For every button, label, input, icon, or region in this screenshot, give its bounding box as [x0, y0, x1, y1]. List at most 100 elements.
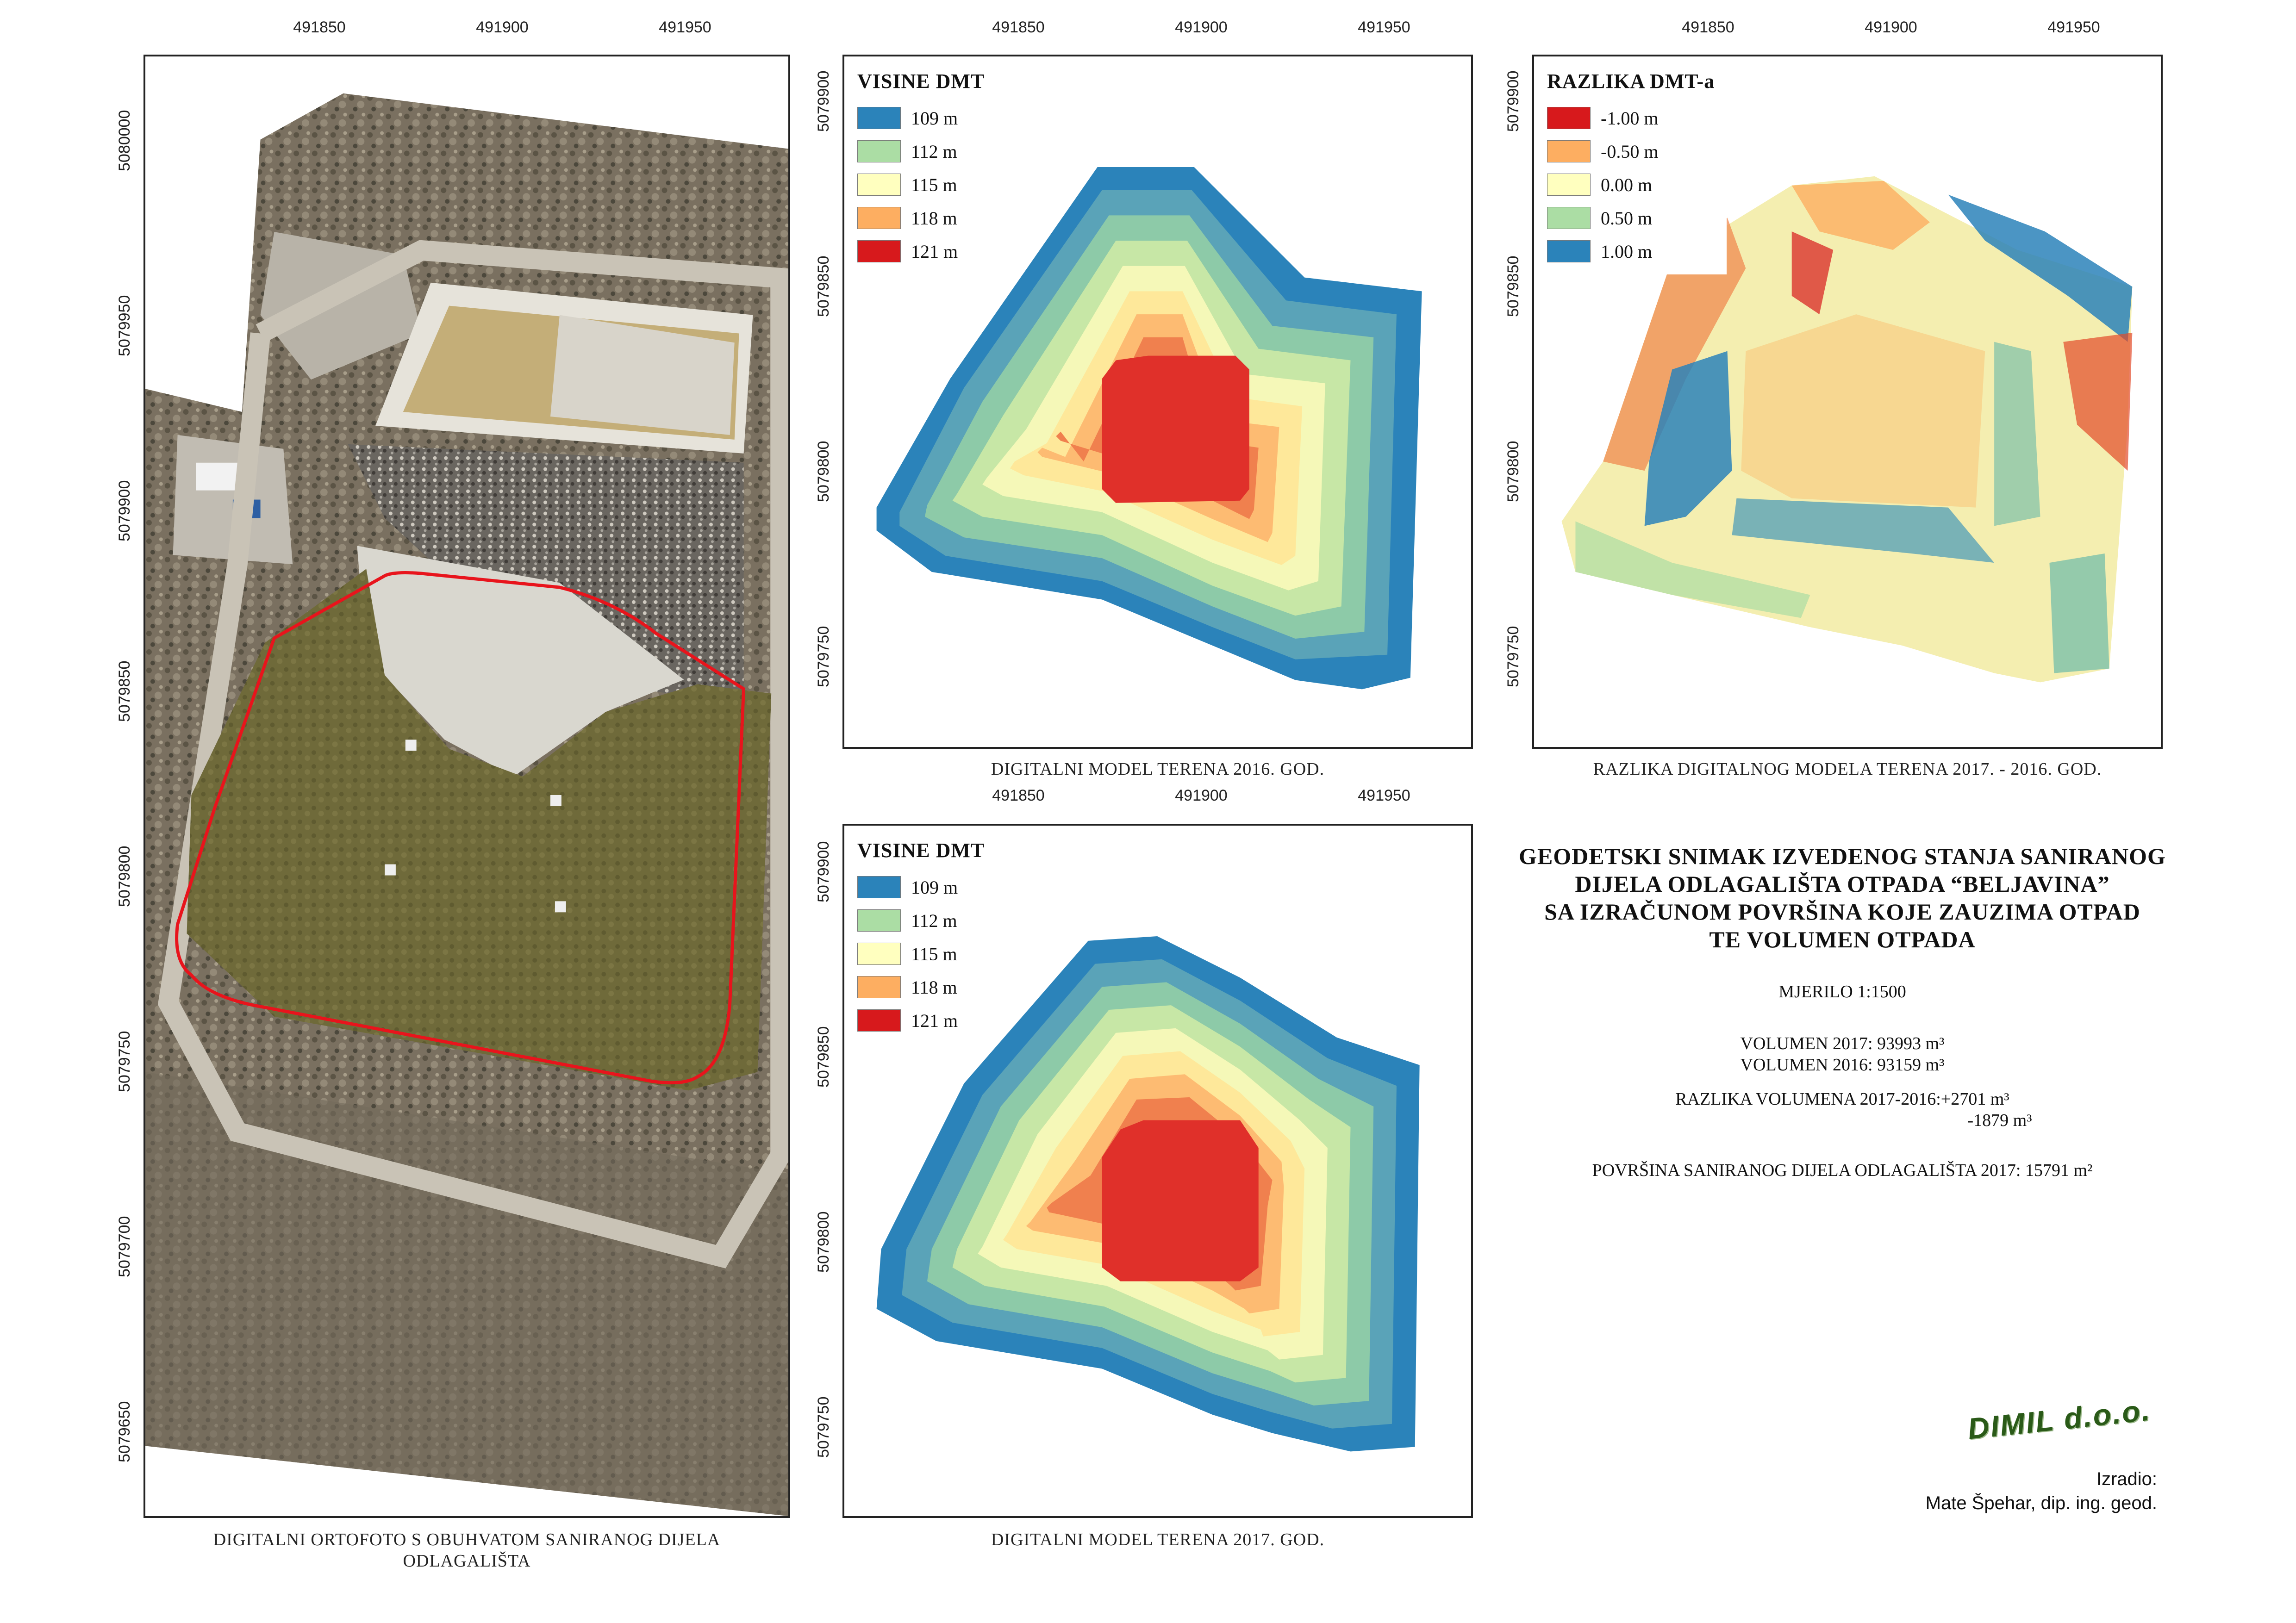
ortho-caption-line: ODLAGALIŠTA	[403, 1551, 531, 1571]
legend-item: 115 m	[857, 168, 985, 201]
ortho-caption-line: DIGITALNI ORTOFOTO S OBUHVATOM SANIRANOG…	[213, 1530, 721, 1549]
dem2017-map-frame[interactable]: VISINE DMT 109 m 112 m 115 m 118 m 121 m	[842, 824, 1473, 1518]
dem2017-y-tick: 5079850	[815, 1026, 832, 1088]
legend-item: 109 m	[857, 871, 985, 904]
legend-swatch	[1547, 207, 1591, 229]
legend-swatch	[1547, 140, 1591, 162]
dem2017-x-tick: 491950	[1358, 787, 1410, 804]
diff-y-tick: 5079800	[1504, 441, 1522, 502]
legend-swatch	[857, 976, 901, 998]
dem2016-y-tick: 5079850	[815, 255, 832, 317]
dem2017-legend: VISINE DMT 109 m 112 m 115 m 118 m 121 m	[851, 832, 997, 1044]
diff-y-tick: 5079750	[1504, 626, 1522, 687]
legend-swatch	[857, 240, 901, 262]
map-title-line: DIJELA ODLAGALIŠTA OTPADA “BELJAVINA”	[1575, 871, 2110, 897]
legend-label: 121 m	[911, 241, 958, 262]
dem2017-x-tick: 491900	[1175, 787, 1228, 804]
author-label: Izradio:	[2096, 1469, 2157, 1489]
legend-item: 118 m	[857, 201, 985, 235]
legend-label: 121 m	[911, 1010, 958, 1031]
legend-label: 112 m	[911, 141, 957, 162]
ortho-y-tick: 5080000	[116, 110, 133, 171]
legend-item: 1.00 m	[1547, 235, 1715, 268]
volume-difference-positive: RAZLIKA VOLUMENA 2017-2016:+2701 m³	[1675, 1089, 2009, 1109]
dem2016-y-tick: 5079750	[815, 626, 832, 687]
legend-swatch	[1547, 174, 1591, 196]
legend-item: 109 m	[857, 101, 985, 135]
ortho-map-frame[interactable]	[144, 55, 790, 1518]
dem2016-caption: DIGITALNI MODEL TERENA 2016. GOD.	[991, 759, 1325, 779]
legend-item: 118 m	[857, 970, 985, 1004]
dem2017-raster	[876, 936, 1420, 1452]
legend-title: VISINE DMT	[857, 70, 985, 93]
ortho-y-tick: 5079700	[116, 1216, 133, 1277]
dem2016-x-tick: 491850	[992, 19, 1045, 36]
ortho-y-tick: 5079750	[116, 1031, 133, 1092]
legend-swatch	[1547, 107, 1591, 129]
dem2016-map-frame[interactable]: VISINE DMT 109 m 112 m 115 m 118 m 121 m	[842, 55, 1473, 749]
dem2016-raster	[876, 167, 1422, 690]
ortho-y-tick: 5079950	[116, 295, 133, 356]
legend-label: -0.50 m	[1601, 141, 1659, 162]
ortho-caption: DIGITALNI ORTOFOTO S OBUHVATOM SANIRANOG…	[144, 1530, 790, 1572]
remediated-area: POVRŠINA SANIRANOG DIJELA ODLAGALIŠTA 20…	[1592, 1161, 2093, 1180]
diff-x-tick: 491900	[1865, 19, 1917, 36]
ortho-y-tick: 5079800	[116, 846, 133, 907]
ortho-x-tick: 491900	[476, 19, 529, 36]
legend-label: 112 m	[911, 910, 957, 931]
diff-legend: RAZLIKA DMT-a -1.00 m -0.50 m 0.00 m 0.5…	[1541, 63, 1727, 274]
legend-swatch	[857, 876, 901, 898]
dem2016-x-tick: 491900	[1175, 19, 1228, 36]
ortho-y-tick: 5079900	[116, 480, 133, 541]
legend-label: 0.50 m	[1601, 207, 1653, 229]
legend-title: RAZLIKA DMT-a	[1547, 70, 1715, 93]
legend-label: 0.00 m	[1601, 174, 1653, 195]
legend-swatch	[857, 943, 901, 965]
legend-title: VISINE DMT	[857, 839, 985, 862]
legend-item: 115 m	[857, 937, 985, 970]
legend-label: -1.00 m	[1601, 107, 1659, 129]
dem2017-y-tick: 5079900	[815, 841, 832, 902]
dem2016-y-tick: 5079800	[815, 441, 832, 502]
map-title-line: SA IZRAČUNOM POVRŠINA KOJE ZAUZIMA OTPAD	[1544, 899, 2140, 925]
legend-label: 1.00 m	[1601, 241, 1653, 262]
legend-swatch	[857, 1009, 901, 1032]
author-block: Izradio: Mate Špehar, dip. ing. geod.	[1879, 1467, 2157, 1515]
diff-y-tick: 5079900	[1504, 70, 1522, 132]
dem2017-x-tick: 491850	[992, 787, 1045, 804]
remediated-area-boundary	[175, 571, 746, 1085]
legend-item: -0.50 m	[1547, 135, 1715, 168]
diff-y-tick: 5079850	[1504, 255, 1522, 317]
volume-2017: VOLUMEN 2017: 93993 m³	[1740, 1034, 1945, 1053]
dem2016-legend: VISINE DMT 109 m 112 m 115 m 118 m 121 m	[851, 63, 997, 274]
legend-label: 115 m	[911, 943, 957, 964]
diff-caption: RAZLIKA DIGITALNOG MODELA TERENA 2017. -…	[1593, 759, 2102, 779]
dem2017-caption: DIGITALNI MODEL TERENA 2017. GOD.	[991, 1530, 1325, 1549]
diff-x-tick: 491850	[1682, 19, 1734, 36]
legend-item: 112 m	[857, 135, 985, 168]
legend-item: 121 m	[857, 1004, 985, 1037]
legend-label: 118 m	[911, 976, 957, 998]
author-name: Mate Špehar, dip. ing. geod.	[1925, 1493, 2157, 1513]
legend-swatch	[857, 174, 901, 196]
diff-x-tick: 491950	[2047, 19, 2100, 36]
legend-label: 118 m	[911, 207, 957, 229]
dem2016-x-tick: 491950	[1358, 19, 1410, 36]
ortho-y-tick: 5079850	[116, 660, 133, 722]
legend-swatch	[857, 107, 901, 129]
legend-item: -1.00 m	[1547, 101, 1715, 135]
volume-2016: VOLUMEN 2016: 93159 m³	[1740, 1055, 1945, 1075]
legend-item: 112 m	[857, 904, 985, 937]
legend-label: 115 m	[911, 174, 957, 195]
legend-swatch	[857, 140, 901, 162]
dem2017-y-tick: 5079800	[815, 1211, 832, 1273]
map-title-line: TE VOLUMEN OTPADA	[1709, 927, 1976, 952]
difference-raster	[1561, 176, 2133, 683]
dem2016-y-tick: 5079900	[815, 70, 832, 132]
legend-swatch	[857, 909, 901, 932]
company-logo: DIMIL d.o.o.	[1966, 1393, 2153, 1446]
legend-swatch	[1547, 240, 1591, 262]
map-scale: MJERILO 1:1500	[1778, 982, 1906, 1001]
diff-map-frame[interactable]: RAZLIKA DMT-a -1.00 m -0.50 m 0.00 m 0.5…	[1532, 55, 2163, 749]
legend-label: 109 m	[911, 107, 958, 129]
